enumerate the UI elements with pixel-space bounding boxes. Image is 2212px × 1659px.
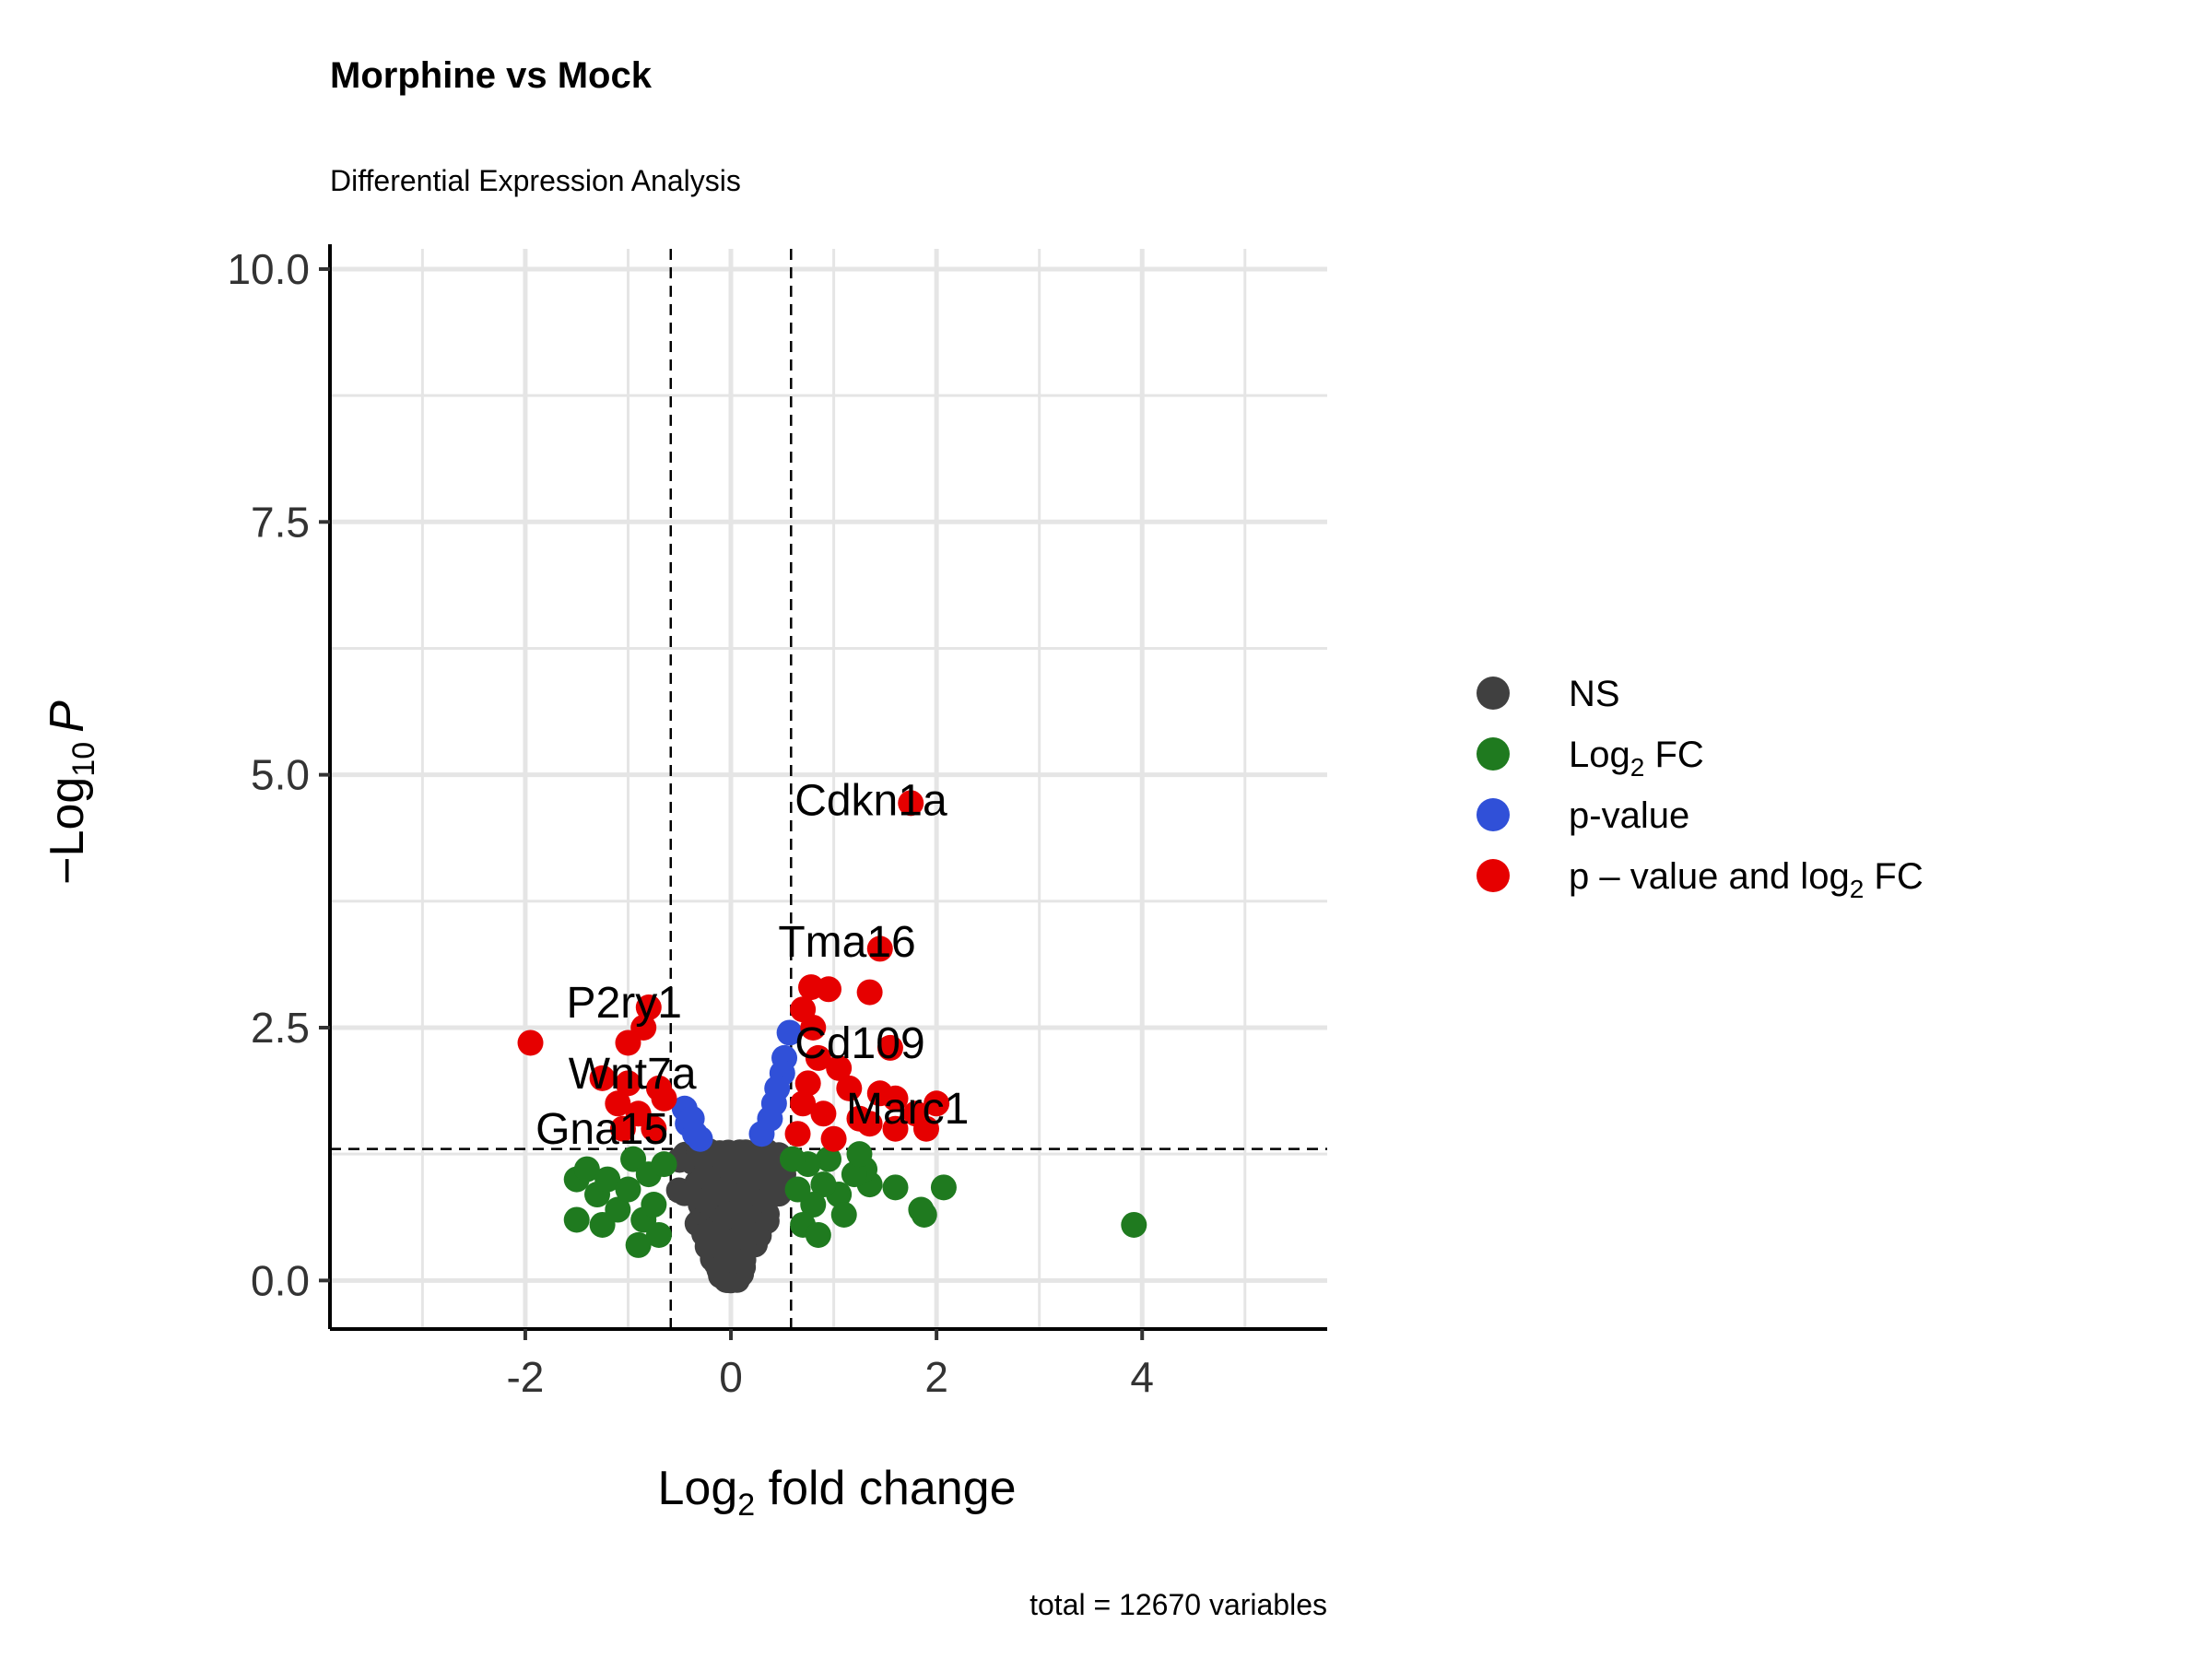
legend-label-both: p – value and log2 FC [1569, 856, 1924, 903]
log2fc-point [641, 1192, 667, 1218]
gene-labels: Cdkn1a Tma16 P2ry1 Cd109 Wnt7a Marc1 Gna15 [535, 777, 969, 1155]
data-points [517, 790, 1147, 1294]
gene-label-gna15: Gna15 [535, 1105, 668, 1154]
both-point [836, 1075, 863, 1101]
both-point [805, 1044, 831, 1071]
pvalue-point [678, 1105, 705, 1132]
log2fc-point [779, 1146, 806, 1172]
legend-label-pvalue: p-value [1569, 795, 1689, 836]
both-point [866, 935, 893, 962]
both-point [820, 1125, 847, 1152]
gene-label-cd109: Cd109 [794, 1019, 924, 1068]
both-point [912, 1115, 939, 1142]
pvalue-point [748, 1121, 775, 1147]
ns-point [722, 1199, 748, 1226]
log2fc-point [563, 1206, 590, 1233]
log2fc-point [908, 1196, 935, 1223]
log2fc-point [846, 1141, 873, 1168]
both-point [898, 790, 924, 817]
ns-point [733, 1156, 759, 1182]
chart-title: Morphine vs Mock [330, 55, 653, 96]
log2fc-point [784, 1176, 811, 1203]
log2fc-point [615, 1176, 641, 1203]
both-point [882, 1115, 909, 1142]
both-point [615, 1030, 641, 1056]
legend-key-pvalue [1477, 798, 1510, 831]
both-point [651, 1085, 677, 1112]
pvalue-point [776, 1019, 803, 1046]
x-tick-label: 0 [719, 1353, 743, 1401]
log2fc-point [841, 1161, 867, 1188]
both-point [784, 1121, 811, 1147]
y-tick-label: 5.0 [251, 751, 310, 799]
x-tick-label: -2 [506, 1353, 544, 1401]
gene-label-tma16: Tma16 [778, 918, 915, 967]
both-point [517, 1030, 544, 1056]
log2fc-point [830, 1201, 857, 1228]
both-point [826, 1054, 853, 1081]
both-point [882, 1085, 909, 1112]
pvalue-point [687, 1125, 713, 1152]
both-point [816, 976, 841, 1003]
both-point [609, 1115, 636, 1142]
y-axis-title: −Log10P [41, 700, 101, 885]
ns-point [692, 1187, 719, 1214]
x-tick-label: 4 [1130, 1353, 1154, 1401]
both-point [790, 1090, 817, 1117]
both-point [856, 1111, 883, 1137]
legend: NS Log2 FC p-value p – value and log2 FC [1477, 674, 1924, 903]
both-point [641, 1115, 667, 1142]
both-point [605, 1090, 631, 1117]
log2fc-point [625, 1231, 652, 1258]
log2fc-point [573, 1156, 600, 1182]
ns-point [694, 1220, 721, 1247]
both-point [800, 1014, 827, 1041]
gene-label-wnt7a: Wnt7a [569, 1050, 697, 1099]
gene-label-p2ry1: P2ry1 [567, 979, 682, 1028]
log2fc-point [810, 1171, 837, 1198]
gene-label-cdkn1a: Cdkn1a [794, 777, 947, 826]
legend-key-both [1477, 859, 1510, 892]
legend-key-log2fc [1477, 737, 1510, 771]
both-point [810, 1100, 837, 1127]
axes [328, 244, 1327, 1331]
log2fc-point [930, 1174, 957, 1201]
both-point [794, 1070, 821, 1097]
both-point [877, 1034, 903, 1061]
log2fc-point [1121, 1211, 1147, 1238]
tick-labels: -2 0 2 4 0.0 2.5 5.0 7.5 10.0 [227, 245, 1154, 1401]
x-tick-label: 2 [924, 1353, 948, 1401]
log2fc-point [882, 1174, 909, 1201]
log2fc-point [651, 1151, 677, 1178]
chart-subtitle: Differential Expression Analysis [330, 164, 741, 197]
x-axis-title: Log2 fold change [657, 1462, 1016, 1523]
both-point [615, 1070, 641, 1097]
y-tick-label: 7.5 [251, 498, 310, 546]
caption: total = 12670 variables [1030, 1588, 1327, 1621]
gene-label-marc1: Marc1 [846, 1085, 969, 1134]
log2fc-point [645, 1221, 672, 1248]
both-point [924, 1090, 950, 1117]
legend-label-log2fc: Log2 FC [1569, 735, 1704, 782]
log2fc-point [594, 1166, 621, 1193]
y-tick-label: 2.5 [251, 1004, 310, 1052]
ns-point [722, 1247, 748, 1274]
y-tick-label: 0.0 [251, 1256, 310, 1304]
both-point [856, 979, 883, 1006]
log2fc-point [589, 1211, 616, 1238]
legend-key-ns [1477, 677, 1510, 710]
both-point [589, 1065, 616, 1091]
log2fc-point [816, 1146, 841, 1172]
legend-label-ns: NS [1569, 674, 1620, 714]
y-tick-label: 10.0 [227, 245, 310, 293]
log2fc-point [805, 1221, 831, 1248]
both-point [635, 994, 662, 1021]
ns-point [691, 1163, 718, 1190]
